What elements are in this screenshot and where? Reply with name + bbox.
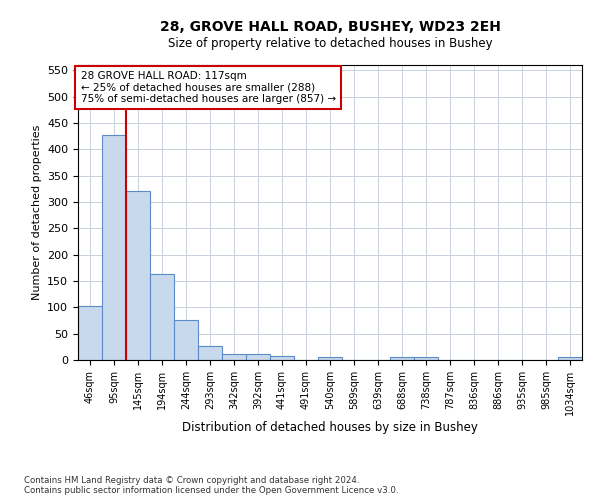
Bar (198, 346, 222, 360)
Bar (150, 274, 174, 360)
Y-axis label: Number of detached properties: Number of detached properties (32, 125, 41, 300)
Bar (222, 354, 246, 360)
Text: Size of property relative to detached houses in Bushey: Size of property relative to detached ho… (167, 38, 493, 51)
Bar (558, 358, 582, 360)
Text: Contains HM Land Registry data © Crown copyright and database right 2024.
Contai: Contains HM Land Registry data © Crown c… (24, 476, 398, 495)
Text: 28 GROVE HALL ROAD: 117sqm
← 25% of detached houses are smaller (288)
75% of sem: 28 GROVE HALL ROAD: 117sqm ← 25% of deta… (80, 71, 335, 104)
Bar (246, 354, 270, 360)
Text: 28, GROVE HALL ROAD, BUSHEY, WD23 2EH: 28, GROVE HALL ROAD, BUSHEY, WD23 2EH (160, 20, 500, 34)
Bar (102, 135, 126, 360)
X-axis label: Distribution of detached houses by size in Bushey: Distribution of detached houses by size … (182, 420, 478, 434)
Bar (174, 320, 198, 360)
Bar (78, 306, 102, 360)
Bar (318, 358, 342, 360)
Bar (270, 356, 294, 360)
Bar (126, 192, 150, 360)
Bar (414, 358, 438, 360)
Bar (390, 358, 414, 360)
